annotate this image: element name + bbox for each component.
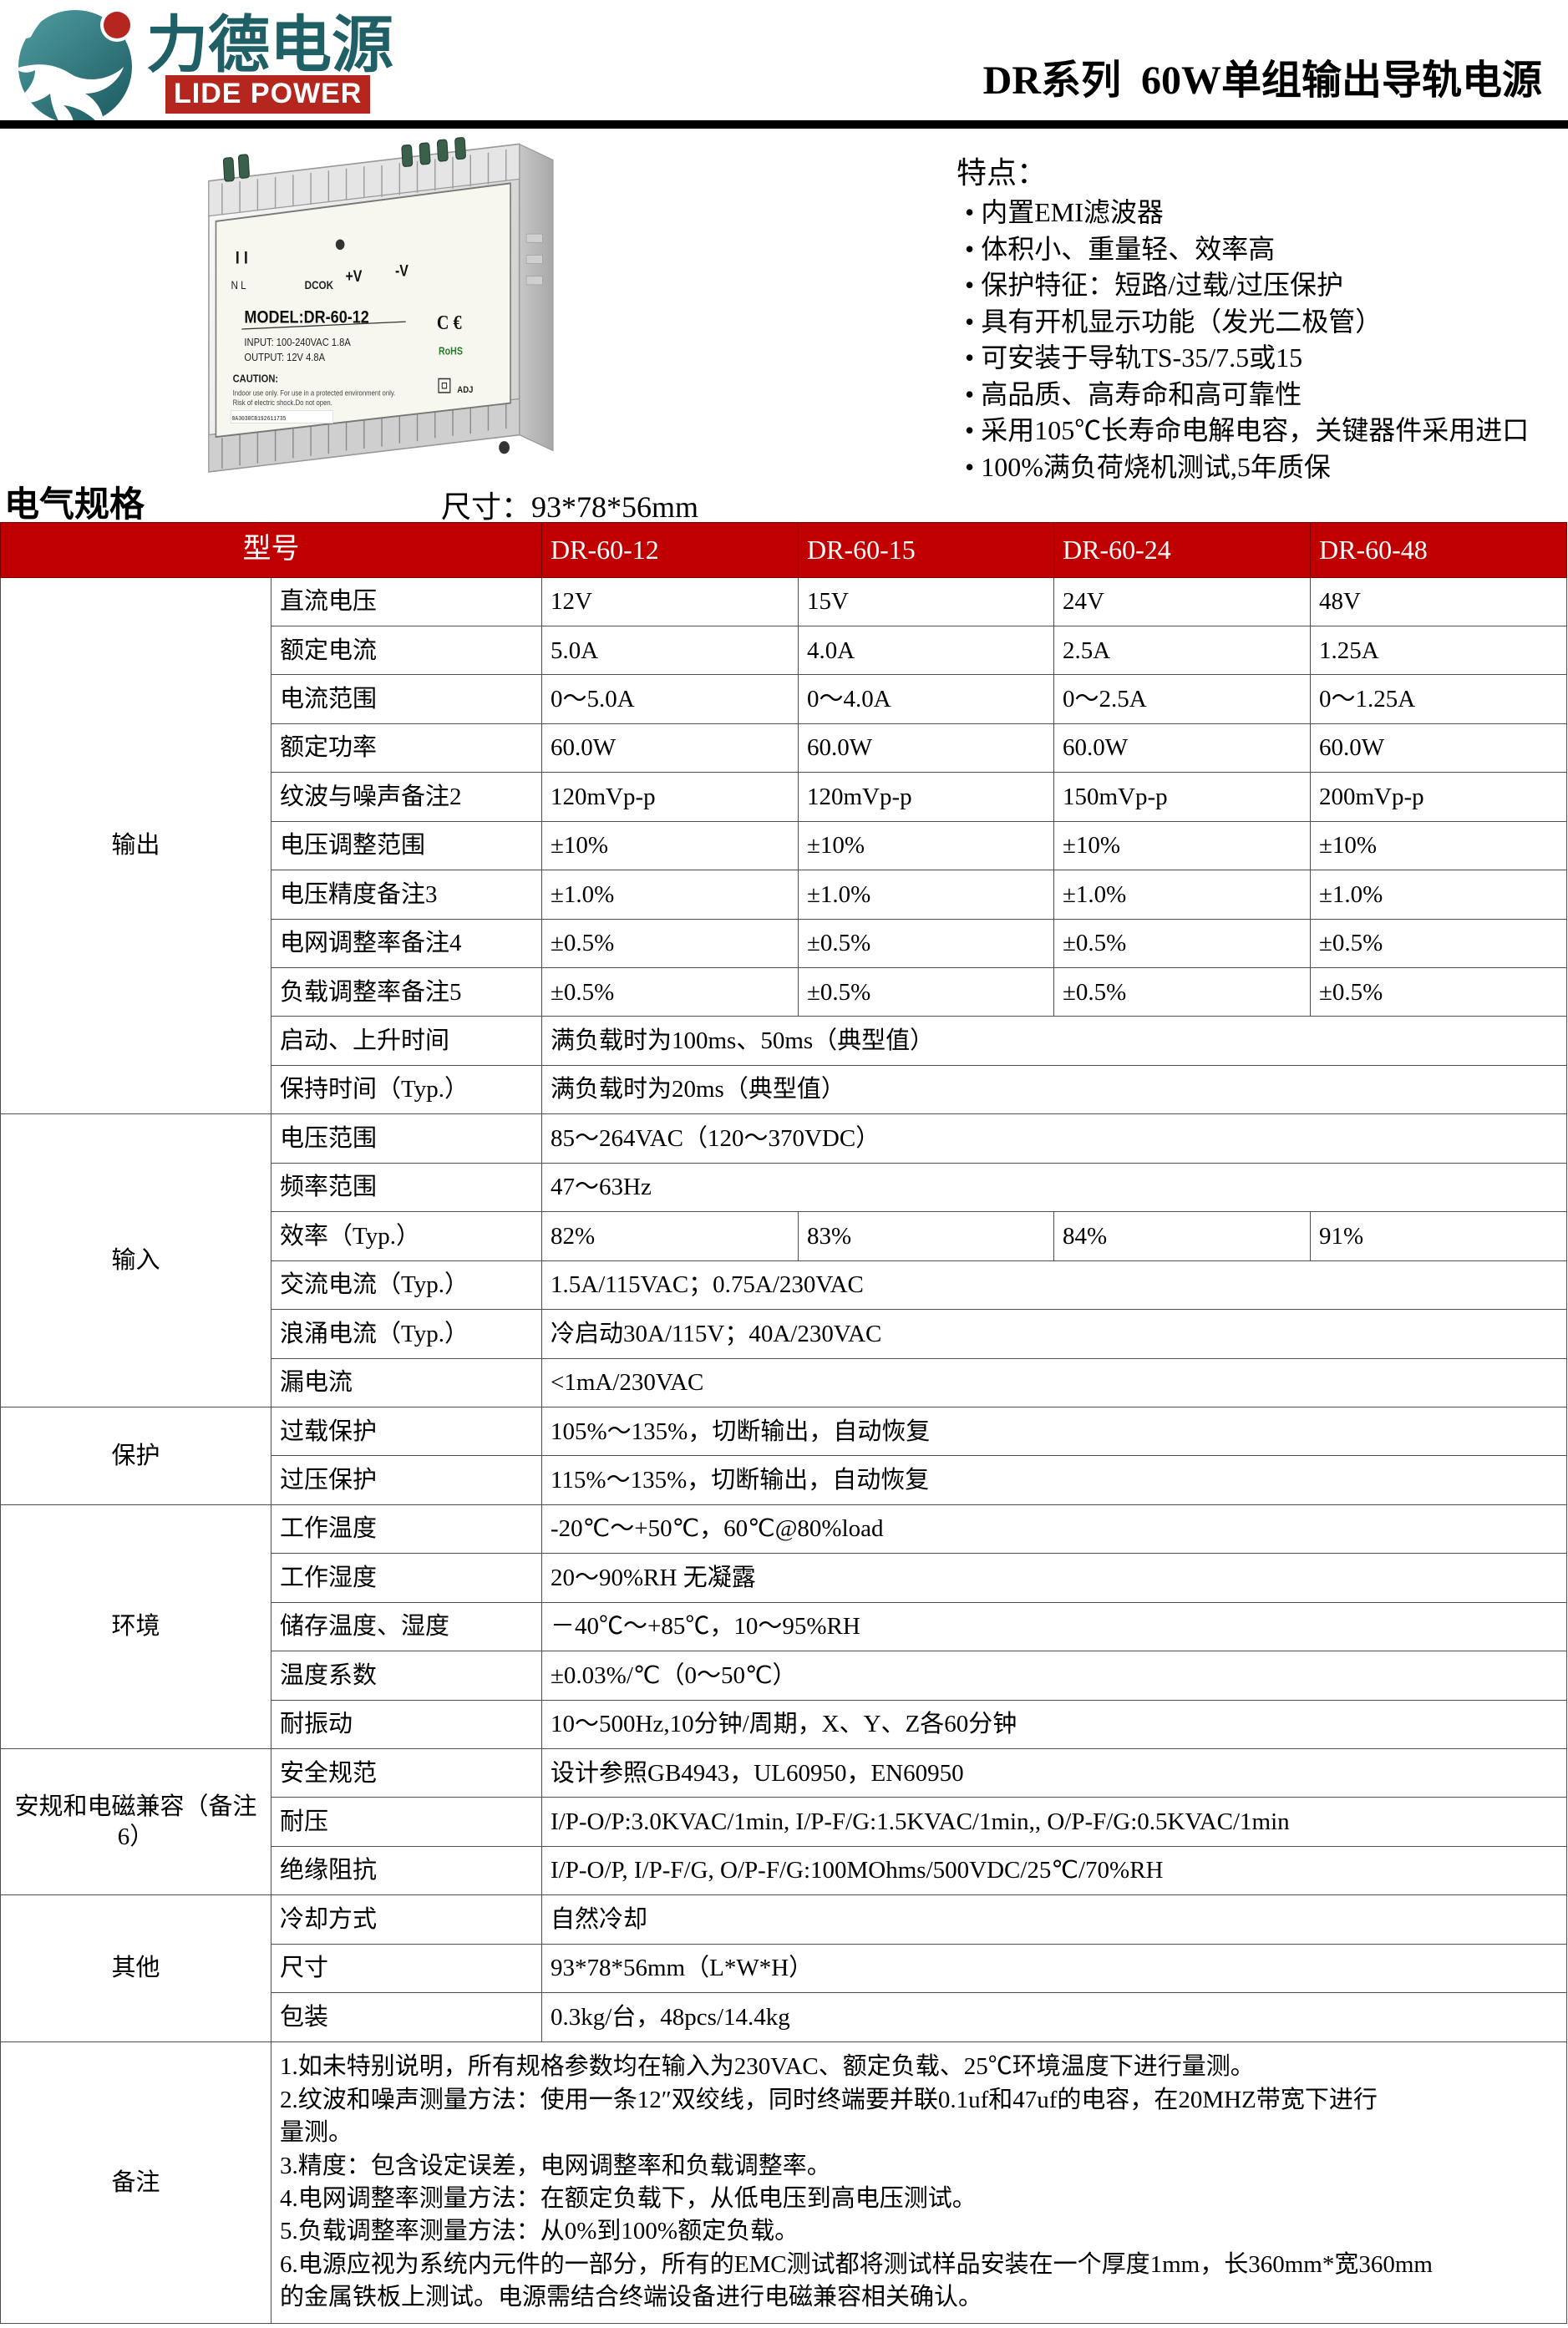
svg-text:N L: N L bbox=[231, 278, 246, 292]
svg-text:C €: C € bbox=[437, 311, 462, 333]
svg-text:RoHS: RoHS bbox=[439, 346, 463, 358]
svg-text:I I: I I bbox=[236, 248, 248, 268]
svg-text:+V: +V bbox=[346, 267, 363, 286]
svg-text:DCOK: DCOK bbox=[305, 278, 334, 292]
svg-text:0A3030CB192611735: 0A3030CB192611735 bbox=[232, 415, 287, 423]
svg-text:Indoor use only. For use in a: Indoor use only. For use in a protected … bbox=[233, 388, 396, 398]
svg-text:Risk of electric shock.Do not: Risk of electric shock.Do not open. bbox=[233, 398, 332, 407]
svg-text:-V: -V bbox=[395, 261, 408, 280]
svg-text:CAUTION:: CAUTION: bbox=[233, 372, 278, 384]
svg-text:OUTPUT: 12V 4.8A: OUTPUT: 12V 4.8A bbox=[244, 351, 325, 363]
svg-text:ADJ: ADJ bbox=[457, 384, 473, 395]
svg-text:INPUT: 100-240VAC 1.8A: INPUT: 100-240VAC 1.8A bbox=[244, 336, 351, 348]
